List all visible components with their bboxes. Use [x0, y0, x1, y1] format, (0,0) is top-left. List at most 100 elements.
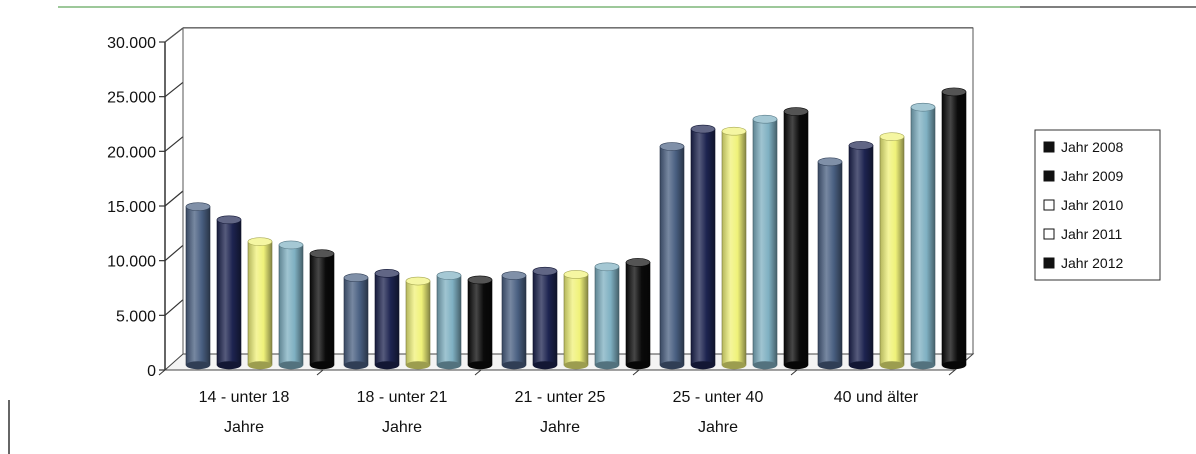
bar: [659, 142, 685, 370]
bar-body: [532, 270, 558, 366]
bar-top: [278, 240, 304, 250]
x-category-label: Jahre: [224, 419, 264, 436]
bar-base: [626, 361, 650, 370]
legend: Jahr 2008 Jahr 2009 Jahr 2010 Jahr 2011 Jahr…: [1034, 129, 1161, 281]
bar-top: [309, 249, 335, 258]
bar-body: [247, 241, 273, 366]
bar-body: [563, 274, 589, 366]
bar-top: [185, 202, 211, 211]
legend-swatch: [1043, 199, 1055, 211]
bar: [721, 126, 747, 370]
bar-base: [533, 361, 557, 370]
bar: [278, 240, 304, 370]
bar: [216, 215, 242, 370]
x-tick-mark: [948, 369, 956, 376]
y-tick-label: 5.000: [116, 308, 156, 325]
bar-body: [501, 275, 527, 366]
y-tick-label: 30.000: [107, 35, 156, 52]
bar-top: [501, 271, 527, 280]
bar-top: [721, 126, 747, 136]
legend-swatch: [1043, 257, 1055, 269]
bar-body: [185, 206, 211, 366]
bar-body: [467, 279, 493, 366]
x-tick-mark: [632, 369, 640, 376]
bar-body: [625, 262, 651, 366]
bar-body: [752, 118, 778, 366]
y-tick-labels: 0 5.000 10.000 15.000 20.000 25.000 30.000: [107, 35, 156, 380]
bar: [941, 87, 967, 370]
bar-body: [374, 273, 400, 366]
bar: [374, 269, 400, 370]
bar-top: [247, 237, 273, 246]
bar-base: [691, 361, 715, 370]
x-category-label: 14 - unter 18: [199, 389, 290, 406]
bar: [690, 124, 716, 370]
bar: [848, 141, 874, 370]
bar: [594, 262, 620, 370]
x-category-label: 18 - unter 21: [357, 389, 448, 406]
y-tick-label: 25.000: [107, 90, 156, 107]
bar-top: [594, 262, 620, 272]
bar-base: [468, 361, 492, 370]
bar-base: [818, 361, 842, 370]
bar-body: [343, 277, 369, 366]
bar-body: [783, 111, 809, 366]
bar: [467, 275, 493, 370]
bar-body: [594, 266, 620, 366]
bar-top: [216, 215, 242, 225]
x-category-labels: 14 - unter 18 Jahre 18 - unter 21 Jahre 21 -…: [199, 389, 919, 436]
bar: [436, 271, 462, 370]
bar-body: [910, 106, 936, 366]
bar-base: [880, 361, 904, 370]
bar: [563, 270, 589, 370]
bars: [185, 87, 967, 370]
bar-base: [248, 361, 272, 370]
x-category-label: Jahre: [540, 419, 580, 436]
legend-label: Jahr 2012: [1061, 255, 1123, 271]
bar-body: [216, 219, 242, 366]
bar-base: [564, 361, 588, 370]
bar-base: [849, 361, 873, 370]
bar-base: [186, 361, 210, 370]
bar-base: [784, 361, 808, 370]
bar-top: [690, 124, 716, 134]
bar: [405, 276, 431, 370]
bar-top: [659, 142, 685, 151]
legend-label: Jahr 2009: [1061, 168, 1123, 184]
bar-top: [405, 276, 431, 286]
grid-line-side: [164, 136, 184, 152]
grid-line-side: [164, 244, 184, 262]
bar-body: [405, 280, 431, 366]
bar-body: [278, 244, 304, 366]
grid-line-side: [164, 81, 184, 98]
y-tick-label: 0: [147, 363, 156, 380]
bar-top: [817, 157, 843, 167]
bar-body: [879, 136, 905, 366]
bar-top: [941, 87, 967, 97]
bar: [625, 258, 651, 370]
x-tick-mark: [316, 369, 324, 376]
page-decoration: [8, 6, 1196, 454]
bar: [501, 271, 527, 370]
bar-top: [374, 269, 400, 278]
bar-top: [879, 132, 905, 141]
grid-line-side: [164, 190, 184, 207]
bar: [783, 107, 809, 370]
bar: [817, 157, 843, 370]
bar: [910, 102, 936, 370]
bar-body: [690, 128, 716, 366]
bar-body: [659, 146, 685, 366]
x-category-label: Jahre: [382, 419, 422, 436]
bar-top: [563, 270, 589, 279]
grid-line-side: [164, 299, 184, 316]
y-tick-label: 15.000: [107, 199, 156, 216]
bar: [532, 266, 558, 370]
bar-body: [436, 275, 462, 366]
bar-base: [722, 361, 746, 370]
bar-top: [467, 275, 493, 285]
bar: [343, 273, 369, 370]
bar: [185, 202, 211, 370]
bar-top: [532, 266, 558, 276]
legend-box: [1034, 129, 1161, 281]
